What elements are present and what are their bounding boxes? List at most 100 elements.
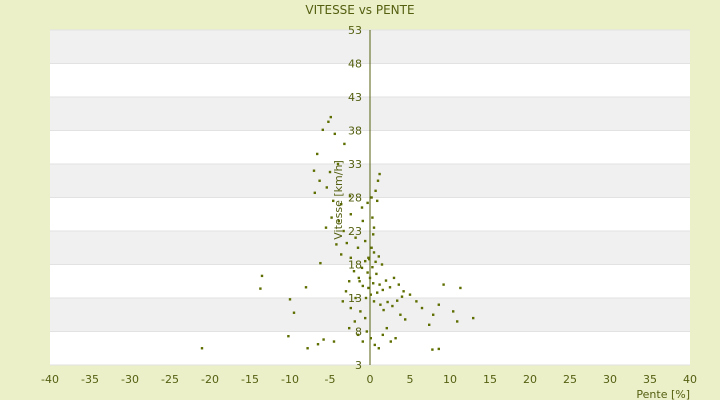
scatter-point [348,194,352,198]
scatter-point [354,296,357,300]
scatter-point [342,229,345,233]
scatter-point [357,276,360,280]
x-tick-label: 10 [443,373,457,386]
scatter-point [367,256,370,259]
scatter-point [437,347,440,351]
scatter-point [364,296,368,300]
scatter-point [404,318,407,321]
scatter-point [372,300,376,303]
x-tick-label: -40 [41,373,59,386]
scatter-point [378,283,381,286]
scatter-point [408,293,412,296]
y-axis: 38131823283338434853 [348,24,362,372]
scatter-point [318,179,321,182]
scatter-point [420,306,424,310]
scatter-point [372,282,375,285]
scatter-point [304,286,308,289]
scatter-point [459,286,462,290]
scatter-point [377,347,380,350]
scatter-point [349,306,352,310]
scatter-point [366,201,369,205]
scatter-point [378,172,381,176]
scatter-point [400,295,404,298]
scatter-point [360,266,364,270]
x-tick-label: 0 [367,373,374,386]
scatter-point [375,272,378,276]
scatter-point [361,284,364,288]
scatter-point [340,203,343,206]
scatter-point [200,347,204,350]
scatter-point [374,189,377,192]
x-tick-label: -15 [241,373,259,386]
scatter-point [367,286,370,290]
y-tick-label: 38 [348,125,362,138]
scatter-point [341,300,344,303]
scatter-point [292,311,296,314]
scatter-point [288,298,292,301]
x-axis: -40 -35 -30 -25 -20 -15 -10 -5 0 5 10 15 20 25 30 35 40 [41,373,697,386]
x-tick-label: 5 [407,373,414,386]
scatter-point [369,337,372,340]
x-tick-label: -35 [81,373,99,386]
scatter-point [396,299,399,302]
y-tick-label: 18 [348,259,362,272]
x-tick-label: 30 [603,373,617,386]
scatter-point [373,343,376,347]
scatter-point [337,219,340,223]
scatter-point [384,279,388,282]
scatter-point [356,246,360,249]
scatter-point [343,142,346,146]
scatter-point [472,316,475,320]
scatter-point [391,304,394,308]
scatter-point [332,340,336,343]
scatter-point [379,303,382,306]
scatter-point [364,259,367,263]
scatter-point [365,330,368,333]
scatter-point [397,283,400,286]
scatter-point [316,343,320,346]
scatter-point [382,308,385,312]
scatter-point [371,216,374,219]
scatter-point [364,239,367,243]
scatter-point [361,219,364,223]
scatter-point [456,320,459,323]
x-tick-label: 40 [683,373,697,386]
scatter-point [381,333,384,337]
scatter-point [452,310,455,313]
scatter-point [324,226,328,229]
scatter-point [344,290,348,293]
y-tick-label: 8 [355,326,362,339]
x-tick-label: 25 [563,373,577,386]
x-tick-label: -5 [325,373,336,386]
scatter-point [381,288,384,292]
x-tick-label: -25 [161,373,179,386]
scatter-point [329,115,332,119]
scatter-point [432,313,435,316]
scatter-point [352,270,356,273]
scatter-point [361,340,364,343]
y-tick-label: 23 [348,225,362,238]
x-tick-label: 15 [483,373,497,386]
scatter-point [394,337,397,340]
scatter-point [287,334,290,338]
scatter-point [332,199,335,203]
scatter-point [345,241,348,245]
x-axis-label: Pente [%] [636,388,690,400]
scatter-point [437,303,440,306]
scatter-point [360,206,364,209]
scatter-point [333,132,336,136]
scatter-point [376,199,379,203]
scatter-point [428,323,431,326]
scatter-point [399,313,402,316]
scatter-point [370,246,373,249]
scatter-point [325,186,328,189]
scatter-point [336,162,340,166]
scatter-point [377,255,380,258]
scatter-point [353,320,356,323]
scatter-point [306,347,309,350]
scatter-point [322,338,325,341]
x-tick-label: 35 [643,373,657,386]
scatter-point [389,340,392,343]
scatter-point [442,283,445,286]
